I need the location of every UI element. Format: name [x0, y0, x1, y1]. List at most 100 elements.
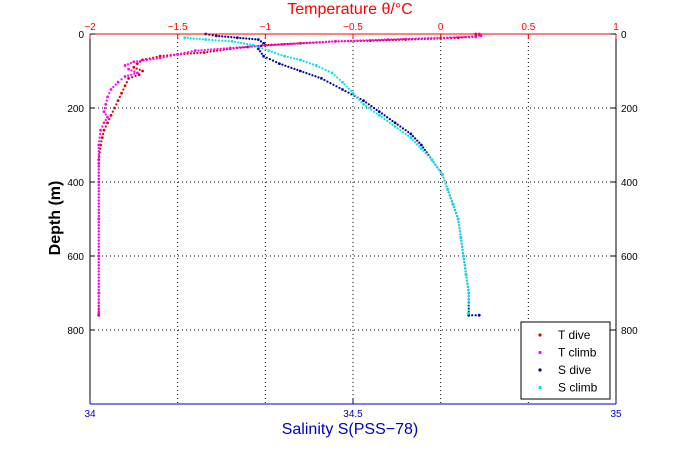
data-dot [417, 37, 421, 40]
data-dot [388, 121, 391, 124]
data-dot [126, 63, 130, 66]
data-point [97, 180, 101, 184]
data-dot [97, 282, 100, 285]
legend-label: T dive [558, 328, 591, 342]
data-dot [292, 57, 296, 60]
data-dot [97, 171, 100, 174]
data-dot [271, 59, 275, 62]
data-point [377, 110, 381, 114]
data-dot [149, 58, 152, 61]
data-dot [466, 282, 469, 285]
data-dot [399, 129, 402, 132]
left-tick-label: 600 [67, 252, 84, 263]
top-tick-label: −0.5 [343, 22, 363, 33]
data-dot [436, 36, 439, 39]
data-dot [97, 270, 100, 273]
data-dot [447, 191, 450, 194]
data-point [419, 143, 423, 147]
data-dot [396, 123, 399, 126]
data-dot [347, 87, 350, 90]
data-dot [343, 39, 346, 43]
data-dot [463, 264, 466, 267]
data-dot [239, 41, 243, 45]
data-dot [311, 63, 315, 66]
data-dot [467, 298, 470, 301]
data-point [430, 158, 434, 162]
data-dot [259, 40, 263, 43]
data-point [362, 99, 365, 102]
data-dot [213, 48, 216, 51]
data-dot [418, 141, 421, 144]
data-point [462, 254, 465, 258]
data-dot [133, 70, 136, 73]
data-point [99, 128, 102, 132]
data-dot [291, 42, 294, 45]
bottom-tick-label: 34 [84, 409, 96, 420]
legend-marker [538, 350, 542, 355]
legend-marker [538, 385, 542, 390]
data-dot [269, 44, 272, 47]
data-dot [411, 37, 414, 40]
top-tick-label: −1.5 [168, 22, 188, 33]
data-dot [97, 208, 100, 211]
data-dot [462, 257, 465, 261]
data-dot [133, 72, 136, 75]
data-dot [414, 37, 418, 40]
data-dot [445, 185, 448, 188]
data-dot [97, 305, 100, 308]
data-point [281, 42, 285, 46]
data-dot [97, 165, 100, 168]
data-point [277, 62, 281, 65]
data-dot [97, 267, 100, 270]
data-dot [338, 78, 341, 81]
data-dot [290, 66, 293, 69]
data-dot [284, 64, 287, 67]
data-dot [272, 43, 275, 47]
data-point [267, 49, 271, 53]
data-dot [222, 47, 225, 50]
data-dot [374, 38, 377, 42]
data-dot [268, 58, 271, 61]
data-point [386, 38, 390, 41]
data-dot [98, 136, 101, 139]
data-point [451, 202, 455, 206]
data-dot [97, 146, 100, 150]
data-dot [248, 37, 251, 40]
data-point [97, 291, 101, 295]
data-dot [260, 52, 263, 55]
data-point [135, 62, 139, 65]
data-dot [190, 50, 193, 53]
data-dot [433, 36, 436, 40]
right-tick-label: 0 [621, 30, 627, 41]
data-dot [297, 42, 300, 45]
data-dot [458, 36, 461, 39]
data-dot [294, 42, 297, 45]
data-dot [187, 51, 190, 54]
data-dot [97, 248, 100, 251]
data-dot [327, 70, 330, 73]
data-dot [388, 118, 391, 121]
data-dot [305, 72, 308, 75]
data-dot [196, 51, 199, 55]
data-dot [287, 42, 291, 46]
data-dot [97, 245, 100, 248]
top-tick-label: −2 [84, 22, 96, 33]
data-dot [391, 119, 394, 123]
data-dot [467, 308, 470, 312]
data-dot [450, 200, 453, 203]
data-dot [162, 56, 165, 59]
data-dot [197, 49, 200, 52]
legend-marker [538, 368, 542, 372]
data-dot [380, 116, 384, 119]
data-dot [277, 52, 280, 56]
data-dot [287, 65, 290, 68]
data-point [479, 34, 483, 38]
data-dot [274, 51, 277, 54]
data-dot [383, 114, 386, 117]
data-dot [216, 49, 219, 52]
data-dot [217, 39, 220, 42]
data-dot [407, 134, 410, 137]
data-dot [230, 36, 233, 39]
data-point [158, 56, 162, 60]
